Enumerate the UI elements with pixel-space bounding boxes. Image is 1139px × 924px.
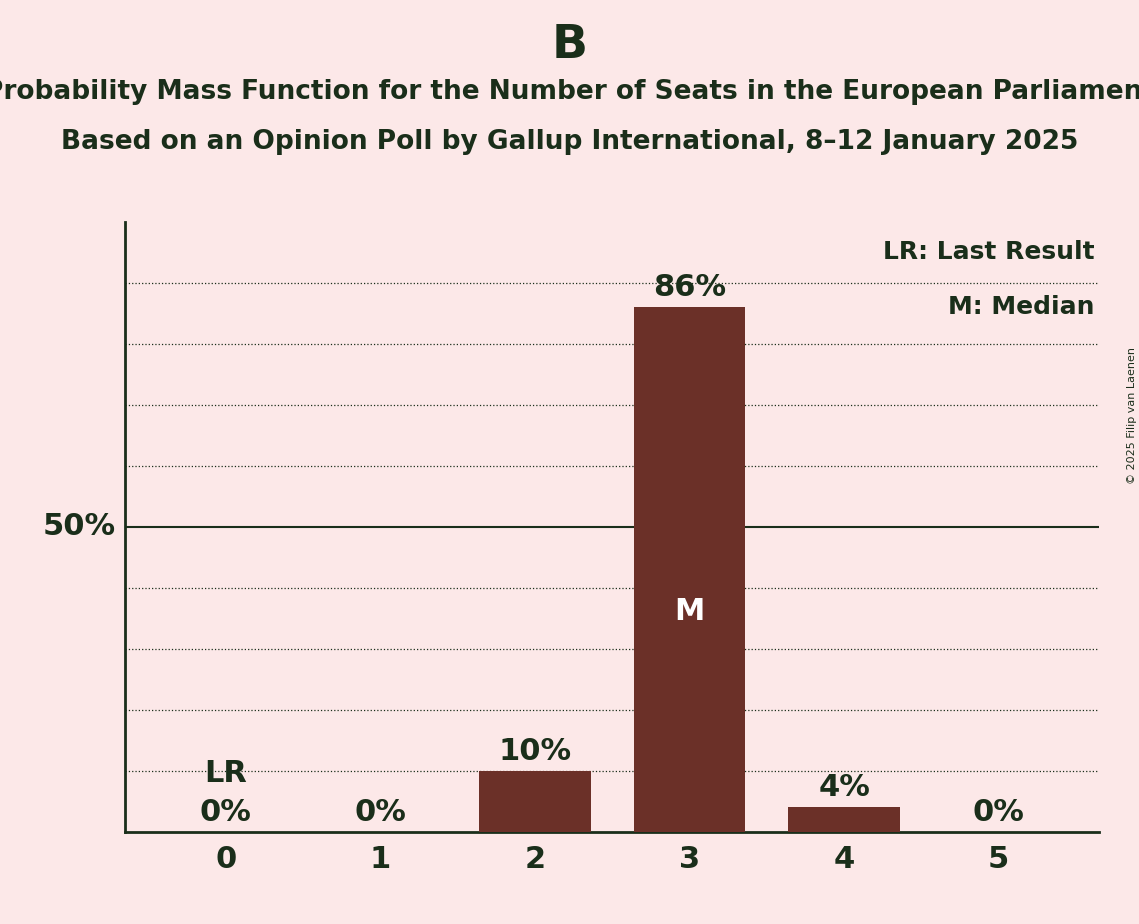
Text: M: M [674, 597, 705, 626]
Text: Probability Mass Function for the Number of Seats in the European Parliament: Probability Mass Function for the Number… [0, 79, 1139, 104]
Text: B: B [551, 23, 588, 68]
Text: 0%: 0% [199, 797, 252, 827]
Text: 0%: 0% [354, 797, 407, 827]
Bar [480, 771, 590, 832]
Text: LR: LR [204, 759, 247, 787]
Text: 0%: 0% [973, 797, 1025, 827]
Text: © 2025 Filip van Laenen: © 2025 Filip van Laenen [1126, 347, 1137, 484]
Text: 4%: 4% [818, 773, 870, 802]
Text: 50%: 50% [42, 512, 115, 541]
Text: 86%: 86% [653, 274, 726, 302]
Text: M: Median: M: Median [948, 295, 1095, 319]
Text: Based on an Opinion Poll by Gallup International, 8–12 January 2025: Based on an Opinion Poll by Gallup Inter… [60, 129, 1079, 155]
Bar [633, 307, 745, 832]
Text: 10%: 10% [499, 736, 572, 766]
Bar [788, 808, 900, 832]
Text: LR: Last Result: LR: Last Result [883, 240, 1095, 264]
